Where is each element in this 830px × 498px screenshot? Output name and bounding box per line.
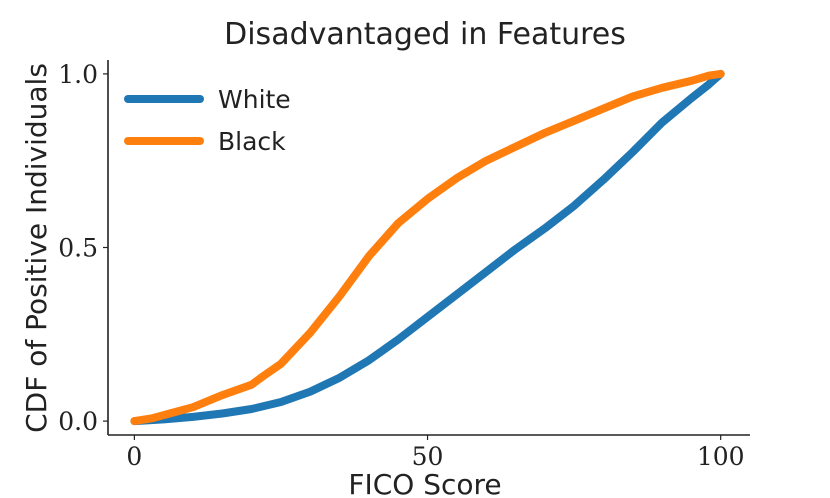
legend: White Black: [124, 85, 291, 156]
axis-ticks: 0 50 100 0.0 0.5 1.0: [58, 60, 744, 471]
y-tick-label: 0.5: [58, 234, 98, 263]
y-axis-label: CDF of Positive Individuals: [20, 63, 53, 433]
series-line-white: [130, 69, 725, 426]
y-tick-label: 0.0: [58, 407, 98, 436]
x-tick-label: 0: [126, 442, 142, 471]
series-lines: [130, 69, 725, 426]
x-tick-label: 50: [412, 442, 444, 471]
legend-label-black: Black: [218, 127, 286, 156]
x-axis-label: FICO Score: [348, 468, 501, 498]
y-tick-label: 1.0: [58, 60, 98, 89]
legend-label-white: White: [218, 85, 291, 114]
series-line-black: [130, 69, 725, 426]
x-tick-label: 100: [697, 442, 745, 471]
chart-title: Disadvantaged in Features: [224, 17, 626, 52]
